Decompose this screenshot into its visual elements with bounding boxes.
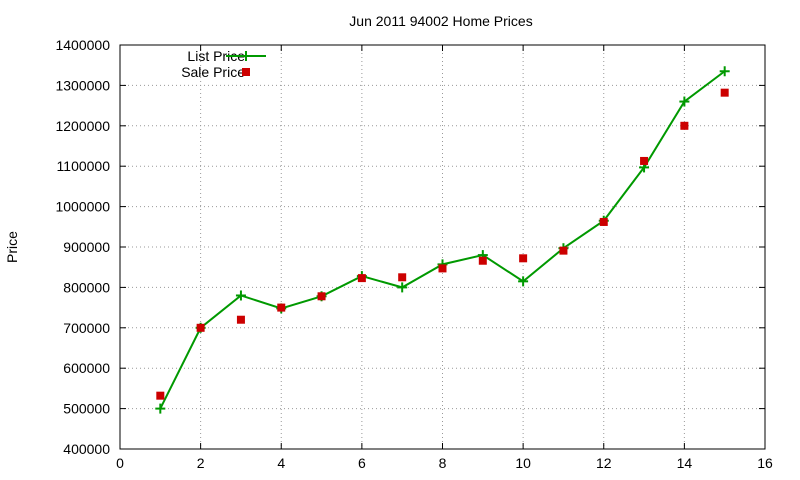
legend-marker [242, 68, 250, 76]
y-tick-label: 1300000 [55, 77, 110, 93]
data-point [236, 315, 245, 324]
data-point [640, 156, 649, 165]
data-point [156, 391, 165, 400]
y-tick-label: 1000000 [55, 199, 110, 215]
series-sale-price [156, 88, 729, 400]
data-point [438, 264, 447, 273]
data-point [679, 96, 690, 107]
data-point [196, 323, 205, 332]
legend-marker [241, 51, 251, 61]
y-tick-label: 1200000 [55, 118, 110, 134]
x-tick-label: 2 [197, 455, 205, 471]
data-point [317, 292, 326, 301]
y-axis-label: Price [4, 231, 20, 263]
data-point [519, 254, 528, 263]
x-tick-label: 0 [116, 455, 124, 471]
data-point [235, 290, 246, 301]
y-tick-label: 700000 [63, 320, 110, 336]
data-point [398, 273, 407, 282]
x-tick-label: 16 [757, 455, 773, 471]
legend-label: Sale Price [181, 64, 245, 80]
data-point [719, 66, 730, 77]
x-tick-label: 14 [677, 455, 693, 471]
x-tick-label: 8 [439, 455, 447, 471]
data-point [277, 303, 286, 312]
y-tick-label: 900000 [63, 239, 110, 255]
series-group [155, 66, 730, 414]
y-tick-label: 600000 [63, 360, 110, 376]
data-point [559, 246, 568, 255]
chart-title: Jun 2011 94002 Home Prices [349, 13, 532, 29]
grid-lines [120, 45, 765, 449]
x-tick-label: 6 [358, 455, 366, 471]
y-tick-label: 800000 [63, 279, 110, 295]
x-tick-label: 4 [277, 455, 285, 471]
y-tick-label: 400000 [63, 441, 110, 457]
data-point [720, 88, 729, 97]
y-tick-label: 1400000 [55, 37, 110, 53]
x-tick-label: 10 [515, 455, 531, 471]
data-point [155, 403, 166, 414]
axis-ticks: 0 2 4 6 8 10 12 14 16 400000 500000 600000 700000 800… [55, 37, 773, 471]
data-point [599, 217, 608, 226]
x-tick-label: 12 [596, 455, 612, 471]
data-point [478, 256, 487, 265]
data-point [397, 282, 408, 293]
y-tick-label: 500000 [63, 401, 110, 417]
legend-label: List Price [187, 48, 245, 64]
y-tick-label: 1100000 [57, 158, 111, 174]
data-point [357, 274, 366, 283]
data-point [680, 121, 689, 130]
data-point [518, 276, 529, 287]
